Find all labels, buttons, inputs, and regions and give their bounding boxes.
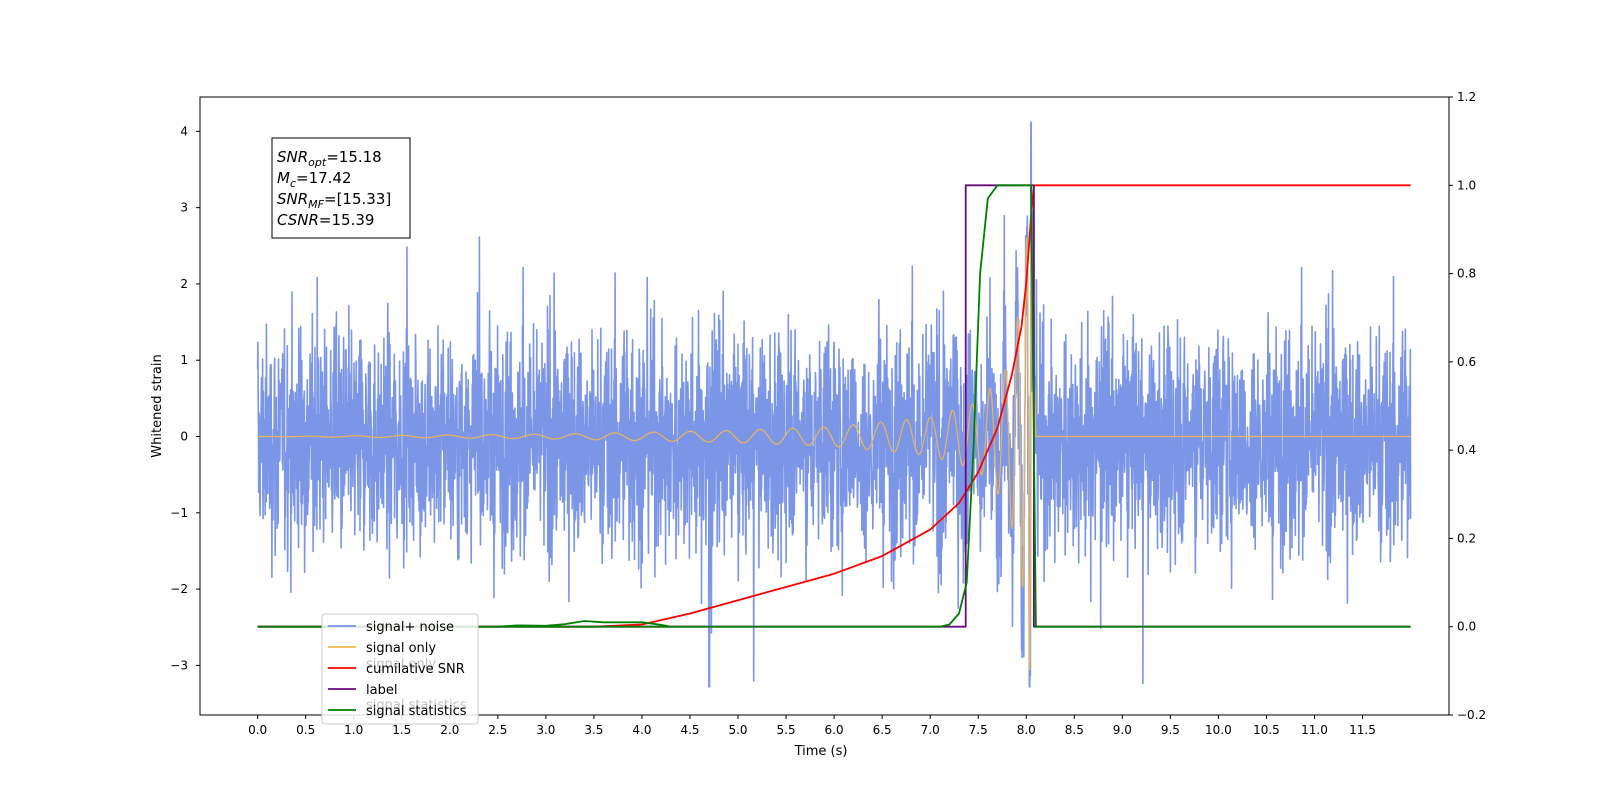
x-tick-label: 7.0 — [921, 723, 940, 737]
y-tick-label: −1 — [170, 506, 188, 520]
y2-tick-label: 0.8 — [1457, 267, 1476, 281]
series-signal-only — [257, 237, 1411, 671]
x-tick-label: 8.5 — [1065, 723, 1084, 737]
y-tick-label: 2 — [180, 277, 188, 291]
y-tick-label: 0 — [180, 430, 188, 444]
x-tick-label: 6.5 — [873, 723, 892, 737]
y2-axis-ticks: −0.2 0.0 0.2 0.4 0.6 0.8 1.0 1.2 — [1449, 90, 1486, 722]
series-signal-statistics-bump — [497, 620, 671, 628]
legend-entry: signal statistics — [366, 704, 467, 719]
x-tick-label: 9.5 — [1161, 723, 1180, 737]
y2-tick-label: 0.2 — [1457, 531, 1476, 545]
y2-tick-label: 0.0 — [1457, 620, 1476, 634]
legend-entry: signal+ noise — [366, 620, 454, 635]
plot-frame — [199, 96, 1450, 716]
x-tick-label: 0.5 — [296, 723, 315, 737]
y2-tick-label: 0.4 — [1457, 443, 1476, 457]
x-tick-label: 10.0 — [1205, 723, 1232, 737]
x-tick-label: 4.0 — [632, 723, 651, 737]
x-tick-label: 7.5 — [969, 723, 988, 737]
x-tick-label: 2.0 — [440, 723, 459, 737]
legend-hidden-entry: signal only — [366, 657, 436, 672]
legend-entry: label — [366, 683, 397, 698]
series-cumulative-snr — [257, 184, 1411, 628]
y-axis-label: Whitened strain — [150, 354, 165, 457]
y-tick-label: −2 — [170, 582, 188, 596]
annotation-line: SNRopt=15.18 — [277, 148, 382, 169]
x-tick-label: 3.0 — [536, 723, 555, 737]
series-signal-noise — [256, 121, 1412, 688]
x-tick-label: 11.5 — [1349, 723, 1376, 737]
x-tick-label: 10.5 — [1253, 723, 1280, 737]
x-tick-label: 0.0 — [248, 723, 267, 737]
x-tick-label: 5.5 — [777, 723, 796, 737]
y-tick-label: −3 — [170, 658, 188, 672]
y-axis-ticks: −3 −2 −1 0 1 2 3 4 — [170, 124, 200, 672]
x-tick-label: 8.0 — [1017, 723, 1036, 737]
legend: signal only signal statistics signal+ nois… — [321, 613, 479, 725]
annotation-frame — [271, 137, 411, 239]
annotation-line: CSNR=15.39 — [277, 211, 374, 229]
annotation-line: Mc=17.42 — [277, 169, 352, 190]
x-tick-label: 11.0 — [1301, 723, 1328, 737]
legend-hidden-entry: signal statistics — [366, 698, 467, 713]
x-tick-label: 1.5 — [392, 723, 411, 737]
y2-tick-label: 0.6 — [1457, 355, 1476, 369]
annotation-line: SNRMF=[15.33] — [277, 190, 391, 211]
series-layer — [256, 121, 1412, 688]
legend-entry: cumilative SNR — [366, 662, 465, 677]
y2-tick-label: 1.0 — [1457, 178, 1476, 192]
x-tick-label: 5.0 — [728, 723, 747, 737]
legend-frame — [321, 613, 479, 725]
legend-entry: signal only — [366, 641, 436, 656]
x-tick-label: 6.0 — [825, 723, 844, 737]
x-axis-label: Time (s) — [794, 744, 848, 759]
y-tick-label: 3 — [180, 201, 188, 215]
x-tick-label: 9.0 — [1113, 723, 1132, 737]
x-tick-label: 4.5 — [680, 723, 699, 737]
annotation-box: SNRopt=15.18Mc=17.42SNRMF=[15.33]CSNR=15… — [271, 137, 411, 239]
y2-tick-label: 1.2 — [1457, 90, 1476, 104]
x-tick-label: 3.5 — [584, 723, 603, 737]
x-tick-label: 1.0 — [344, 723, 363, 737]
y2-tick-label: −0.2 — [1457, 708, 1486, 722]
series-signal-statistics — [257, 184, 1411, 628]
x-tick-label: 2.5 — [488, 723, 507, 737]
x-axis-ticks: 0.0 0.5 1.0 1.5 2.0 2.5 3.0 3.5 4.0 4.5 5.0 5.5 6.0 6… — [248, 715, 1376, 737]
y-tick-label: 4 — [180, 124, 188, 138]
y-tick-label: 1 — [180, 353, 188, 367]
